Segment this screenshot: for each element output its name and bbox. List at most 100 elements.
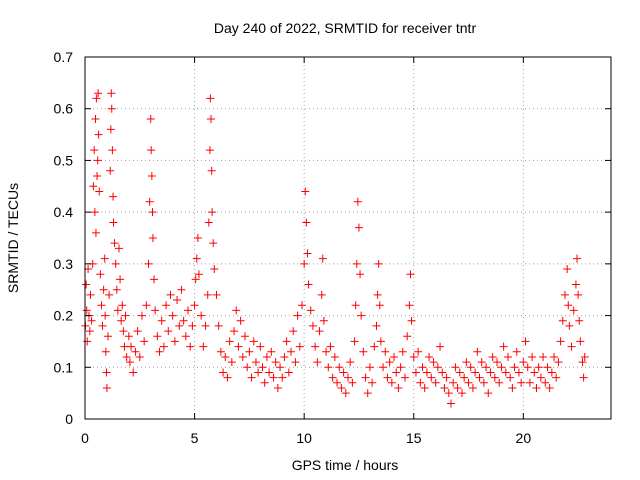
data-point xyxy=(93,171,102,180)
data-point xyxy=(227,358,236,367)
data-point xyxy=(373,290,382,299)
data-point xyxy=(563,265,572,274)
data-point xyxy=(422,368,431,377)
data-point xyxy=(125,358,134,367)
data-point xyxy=(145,197,154,206)
data-point xyxy=(121,311,130,320)
data-point xyxy=(440,383,449,392)
data-point xyxy=(337,383,346,392)
data-point xyxy=(313,358,322,367)
data-point xyxy=(460,373,469,382)
data-point xyxy=(495,378,504,387)
data-point xyxy=(175,321,184,330)
data-point xyxy=(179,316,188,325)
data-point xyxy=(471,368,480,377)
data-point xyxy=(484,389,493,398)
data-point xyxy=(207,166,216,175)
data-point xyxy=(147,146,156,155)
data-point xyxy=(390,352,399,361)
data-point xyxy=(317,290,326,299)
data-point xyxy=(256,342,265,351)
data-point xyxy=(82,306,91,315)
axis-ticks: 0 0.1 0.2 0.3 0.4 0.5 0.6 0.7 0 5 10 15 20 xyxy=(54,49,611,446)
data-point xyxy=(91,228,100,237)
data-point xyxy=(464,378,473,387)
data-point xyxy=(536,373,545,382)
y-tick-label: 0.1 xyxy=(54,359,74,375)
data-point xyxy=(361,373,370,382)
data-point xyxy=(530,368,539,377)
data-point xyxy=(414,347,423,356)
data-point xyxy=(219,368,228,377)
data-point xyxy=(579,373,588,382)
data-point xyxy=(116,275,125,284)
data-point xyxy=(477,358,486,367)
data-point xyxy=(289,327,298,336)
data-point xyxy=(376,337,385,346)
data-point xyxy=(106,166,115,175)
data-point xyxy=(567,342,576,351)
data-point xyxy=(525,378,534,387)
data-point xyxy=(541,378,550,387)
data-point xyxy=(170,337,179,346)
data-point xyxy=(407,316,416,325)
data-point xyxy=(324,363,333,372)
data-point xyxy=(351,301,360,310)
data-point xyxy=(490,373,499,382)
data-point xyxy=(133,327,142,336)
data-point xyxy=(194,270,203,279)
data-point xyxy=(137,311,146,320)
data-point xyxy=(571,280,580,289)
data-point xyxy=(100,254,109,263)
data-point xyxy=(405,301,414,310)
data-point xyxy=(354,223,363,232)
data-point xyxy=(94,130,103,139)
data-point xyxy=(135,352,144,361)
data-point xyxy=(119,327,128,336)
grid-lines xyxy=(85,57,611,419)
data-point xyxy=(173,296,182,305)
data-point xyxy=(155,347,164,356)
data-point xyxy=(142,301,151,310)
data-point xyxy=(232,306,241,315)
data-point xyxy=(564,301,573,310)
data-point xyxy=(573,254,582,263)
data-point xyxy=(85,327,94,336)
data-point xyxy=(260,378,269,387)
data-point xyxy=(379,363,388,372)
data-point xyxy=(113,306,122,315)
data-point xyxy=(249,337,258,346)
data-point xyxy=(514,368,523,377)
data-point xyxy=(95,187,104,196)
data-point xyxy=(304,280,313,289)
data-point xyxy=(148,208,157,217)
data-point xyxy=(193,234,202,242)
data-point xyxy=(129,368,138,377)
data-point xyxy=(400,373,409,382)
data-point xyxy=(117,316,126,325)
data-point xyxy=(403,332,412,341)
data-point xyxy=(297,301,306,310)
data-point xyxy=(280,352,289,361)
data-point xyxy=(127,342,136,351)
data-point xyxy=(247,373,256,382)
data-point xyxy=(578,358,587,367)
data-point xyxy=(466,363,475,372)
data-point xyxy=(363,389,372,398)
data-point xyxy=(92,94,101,103)
data-point xyxy=(381,347,390,356)
data-point xyxy=(98,321,107,330)
data-point xyxy=(147,171,156,180)
data-point xyxy=(370,342,379,351)
data-point xyxy=(109,192,118,201)
data-point xyxy=(265,368,274,377)
data-point xyxy=(102,368,111,377)
data-point xyxy=(306,306,315,315)
data-point xyxy=(409,352,418,361)
data-point xyxy=(186,342,195,351)
data-point xyxy=(565,321,574,330)
data-point xyxy=(236,316,245,325)
data-point xyxy=(216,347,225,356)
data-point xyxy=(547,368,556,377)
